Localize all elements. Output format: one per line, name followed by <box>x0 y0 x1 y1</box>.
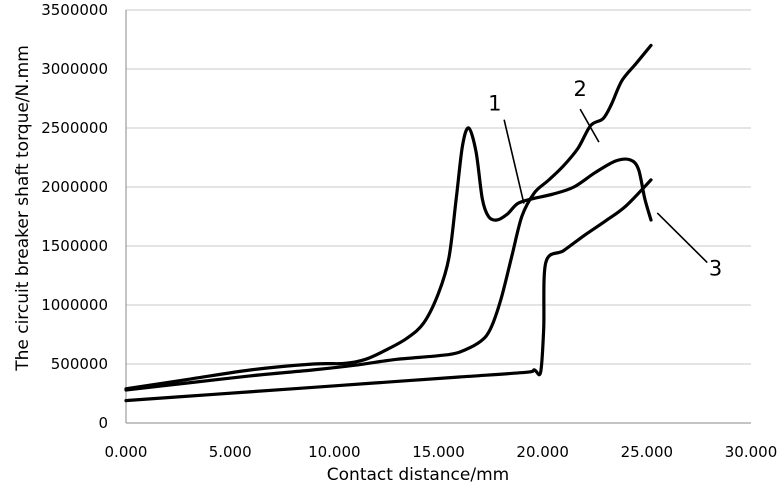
x-tick-label: 10.000 <box>308 443 361 461</box>
y-tick-label: 1500000 <box>41 237 108 255</box>
y-tick-label: 0 <box>98 414 108 432</box>
y-tick-label: 1000000 <box>41 296 108 314</box>
x-tick-label: 0.000 <box>105 443 148 461</box>
series-lines <box>124 43 653 403</box>
series-line-2 <box>124 43 653 392</box>
x-tick-label: 15.000 <box>412 443 465 461</box>
series-line-1 <box>124 126 653 391</box>
y-axis-title: The circuit breaker shaft torque/N.mm <box>13 45 33 372</box>
x-tick-label: 20.000 <box>516 443 569 461</box>
y-tick-label: 3500000 <box>41 1 108 19</box>
y-tick-label: 500000 <box>51 355 108 373</box>
callout-label-3: 3 <box>709 257 722 281</box>
callout-label-2: 2 <box>573 77 586 101</box>
callout-leader-3 <box>656 212 708 264</box>
y-tick-label: 2000000 <box>41 178 108 196</box>
series-callouts: 1 2 3 <box>488 77 722 280</box>
callout-leader-1 <box>503 119 525 204</box>
callout-leader-2 <box>579 108 600 143</box>
gridlines <box>126 9 751 365</box>
x-tick-label: 25.000 <box>621 443 674 461</box>
x-axis-title: Contact distance/mm <box>327 465 509 485</box>
callout-label-1: 1 <box>488 91 501 115</box>
axes <box>125 10 751 424</box>
tick-labels: 0 500000 1000000 1500000 2000000 2500000 30000… <box>41 1 777 461</box>
y-tick-label: 2500000 <box>41 119 108 137</box>
series-line-3 <box>124 178 653 403</box>
y-tick-label: 3000000 <box>41 60 108 78</box>
x-tick-label: 5.000 <box>209 443 252 461</box>
x-tick-label: 30.000 <box>725 443 778 461</box>
